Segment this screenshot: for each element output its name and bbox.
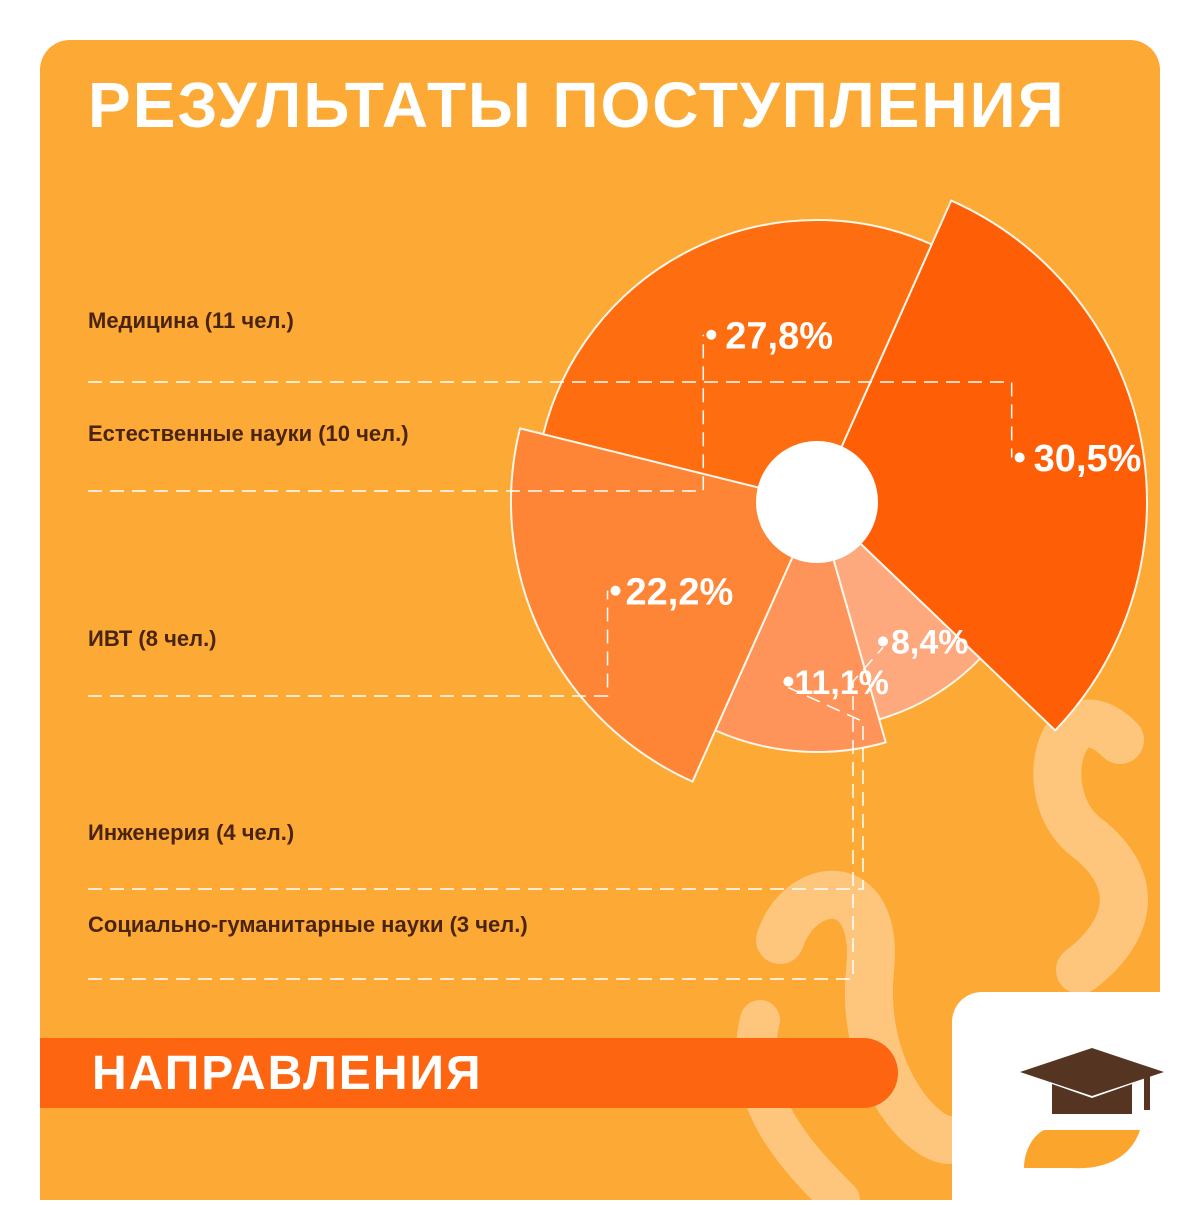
logo [952, 992, 1200, 1200]
label-dot [1014, 452, 1025, 463]
pie-slice [510, 427, 818, 783]
label-dot [706, 329, 717, 340]
legend-label-ivt: ИВТ (8 чел.) [88, 626, 217, 651]
leader-line [88, 646, 884, 980]
label-dot [610, 585, 621, 596]
pie-slice [816, 501, 982, 721]
leader-line [88, 381, 1013, 458]
leader-line [88, 590, 609, 697]
slice-value-label: 11,1% [794, 664, 889, 702]
page-title: РЕЗУЛЬТАТЫ ПОСТУПЛЕНИЯ [88, 69, 1066, 141]
slice-value-label: 8,4% [891, 624, 969, 662]
legend-label-natural-sciences: Естественные науки (10 чел.) [88, 421, 409, 446]
slice-value-label: 27,8% [725, 315, 833, 357]
graduation-cap-icon [1020, 1048, 1164, 1169]
legend-label-medicine: Медицина (11 чел.) [88, 308, 294, 333]
pie-chart: 30,5% 8,4%11,1% 22,2% 27,8% [88, 199, 1148, 980]
legend-label-social-humanities: Социально-гуманитарные науки (3 чел.) [88, 912, 528, 937]
leader-line [88, 334, 705, 492]
label-dot [878, 636, 889, 647]
slice-value-label: 30,5% [1034, 438, 1142, 480]
banner-title: НАПРАВЛЕНИЯ [92, 1047, 483, 1100]
slice-value-label: 22,2% [626, 571, 734, 613]
pie-slice [542, 219, 933, 503]
leader-line [88, 686, 864, 890]
label-dot [783, 676, 794, 687]
section-banner: НАПРАВЛЕНИЯ [40, 1038, 898, 1108]
infographic-card: РЕЗУЛЬТАТЫ ПОСТУПЛЕНИЯ 30,5% 8,4% 11,1% 22,… [40, 40, 1160, 1200]
pie-slice [816, 199, 1148, 732]
pie-slice [714, 501, 887, 753]
pie-center-hole [756, 441, 878, 563]
legend-label-engineering: Инженерия (4 чел.) [88, 820, 295, 845]
